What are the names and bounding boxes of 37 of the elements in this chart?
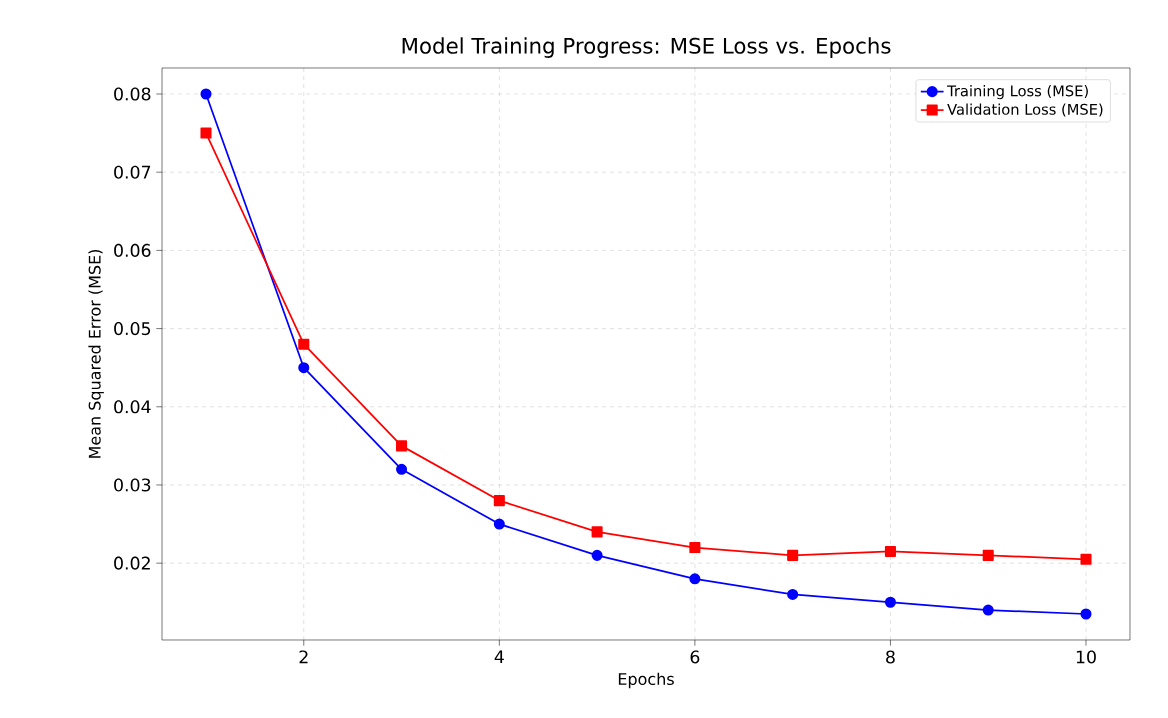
x-tick-label: 2 xyxy=(299,650,308,664)
y-tick-label: 0.02 xyxy=(114,556,150,570)
point xyxy=(884,596,896,608)
point xyxy=(591,526,603,538)
point xyxy=(1080,608,1092,620)
y-tick-label: 0.03 xyxy=(114,478,151,492)
point xyxy=(689,573,701,585)
point xyxy=(396,463,408,475)
point xyxy=(982,549,994,561)
point xyxy=(396,440,408,452)
x-tick-label: 6 xyxy=(690,650,700,664)
point xyxy=(982,604,994,616)
y-axis-title: Mean Squared Error (MSE) xyxy=(88,249,104,458)
point xyxy=(200,127,212,139)
y-tick-label: 0.07 xyxy=(114,165,151,179)
point xyxy=(298,338,310,350)
legend-label: Training Loss (MSE) xyxy=(947,85,1088,100)
point xyxy=(298,362,310,374)
y-tick-label: 0.04 xyxy=(114,400,151,414)
y-tick-label: 0.08 xyxy=(114,87,151,101)
point xyxy=(689,541,701,554)
x-tick-label: 4 xyxy=(494,650,504,664)
legend-label: Validation Loss (MSE) xyxy=(947,103,1103,117)
point xyxy=(787,549,799,561)
chart-title: Model Training Progress: MSE Loss vs. Epochs xyxy=(402,37,891,58)
x-axis-title: Epochs xyxy=(618,672,674,689)
point xyxy=(1080,553,1092,565)
point xyxy=(493,495,505,507)
point xyxy=(591,549,603,561)
x-tick-label: 10 xyxy=(1076,650,1096,664)
y-tick-label: 0.06 xyxy=(114,243,151,257)
point xyxy=(787,588,799,600)
point xyxy=(493,518,505,530)
y-tick-label: 0.05 xyxy=(114,322,151,336)
x-tick-label: 8 xyxy=(886,650,895,664)
point xyxy=(884,545,896,557)
point xyxy=(200,88,212,100)
